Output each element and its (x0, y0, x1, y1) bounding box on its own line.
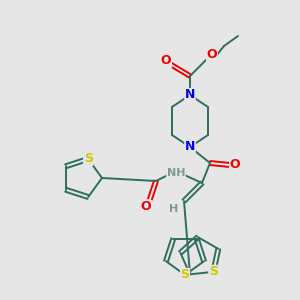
Text: O: O (207, 49, 217, 62)
Text: N: N (185, 88, 195, 101)
Text: O: O (230, 158, 240, 172)
Text: NH: NH (167, 168, 185, 178)
Text: N: N (185, 140, 195, 154)
Text: H: H (169, 204, 178, 214)
Text: S: S (181, 268, 190, 281)
Text: O: O (161, 55, 171, 68)
Text: O: O (141, 200, 151, 214)
Text: S: S (209, 266, 218, 278)
Text: S: S (84, 152, 93, 166)
